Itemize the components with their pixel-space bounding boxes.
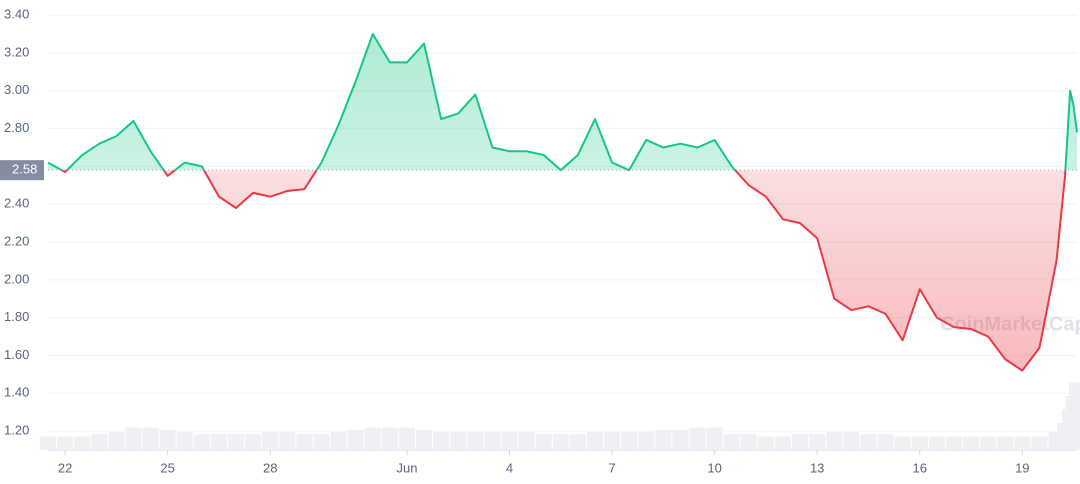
volume-bar [809,434,826,450]
volume-bar [672,429,689,450]
price-line-down [59,170,1067,372]
x-tick-label: 22 [58,460,72,475]
volume-bar [108,432,125,450]
volume-bar [774,436,792,450]
volume-bar [586,432,604,450]
x-tick-label: 25 [160,460,174,475]
volume-bar [330,432,347,450]
volume-bar [467,432,484,450]
volume-bar [1031,436,1048,450]
volume-bar [381,427,398,450]
y-tick-label: 1.40 [4,385,29,400]
volume-bar [245,434,262,450]
volume-bar [159,429,176,450]
volume-bar [125,427,142,450]
volume-bar [1014,436,1031,450]
volume-bar [535,434,552,450]
volume-bar [364,427,381,450]
volume-bar [279,432,296,450]
volume-bar [552,434,569,450]
volume-bar [792,434,809,450]
volume-bar [843,432,860,450]
x-tick-label: 10 [707,460,721,475]
volume-bar [176,432,193,450]
volume-bar [501,432,518,450]
volume-bar [569,434,586,450]
volume-bar [193,434,210,450]
y-tick-label: 2.00 [4,271,29,286]
volume-bar [433,432,450,450]
volume-bar [894,436,911,450]
volume-bar [210,434,227,450]
volume-bar [57,436,74,450]
volume-bar [706,427,723,450]
volume-bar [689,427,706,450]
volume-bar [142,427,159,450]
volume-bar [296,434,313,450]
volume-bar [1068,382,1080,450]
area-below [61,170,1066,371]
x-tick-label: 13 [810,460,824,475]
volume-bar [227,434,245,450]
volume-bar [347,429,364,450]
volume-bar [638,432,655,450]
y-tick-label: 2.40 [4,196,29,211]
volume-bar [723,434,740,450]
volume-bar [655,429,672,450]
y-tick-label: 2.80 [4,120,29,135]
volume-bar [398,427,415,450]
volume-bar [484,432,501,450]
volume-bar [997,436,1014,450]
x-tick-label: 28 [263,460,277,475]
y-tick-label: 1.80 [4,309,29,324]
volume-bar [877,434,894,450]
volume-bar [518,432,535,450]
y-tick-label: 1.20 [4,423,29,438]
x-tick-label: 7 [608,460,615,475]
volume-bar [91,434,108,450]
volume-bar [262,432,279,450]
price-line-up [47,33,1078,171]
volume-bar [826,432,843,450]
volume-bar [621,432,638,450]
volume-bar [416,429,433,450]
volume-bar [39,436,57,450]
baseline-label: 2.58 [12,162,37,177]
volume-bar [860,434,877,450]
volume-bar [962,436,980,450]
x-tick-label: 4 [506,460,513,475]
volume-bar [911,436,928,450]
volume-bar [450,432,467,450]
volume-bar [604,432,621,450]
y-tick-label: 2.20 [4,233,29,248]
volume-bar [313,434,330,450]
x-tick-label: 19 [1015,460,1029,475]
y-tick-label: 3.20 [4,44,29,59]
x-tick-label: 16 [913,460,927,475]
volume-bar [757,436,774,450]
area-above [48,34,1077,171]
baseline-label-bg [0,160,44,181]
y-tick-label: 3.40 [4,7,29,22]
volume-bar [980,436,997,450]
volume-bar [928,436,945,450]
x-tick-label: Jun [396,460,417,475]
y-tick-label: 1.60 [4,347,29,362]
y-tick-label: 3.00 [4,82,29,97]
volume-bar [945,436,962,450]
volume-bar [74,436,91,450]
volume-bar [740,434,757,450]
